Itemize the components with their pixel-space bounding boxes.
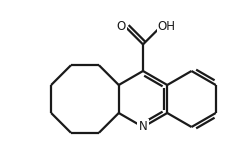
Text: O: O [117, 20, 126, 33]
Text: OH: OH [158, 20, 176, 33]
Text: N: N [139, 121, 147, 133]
